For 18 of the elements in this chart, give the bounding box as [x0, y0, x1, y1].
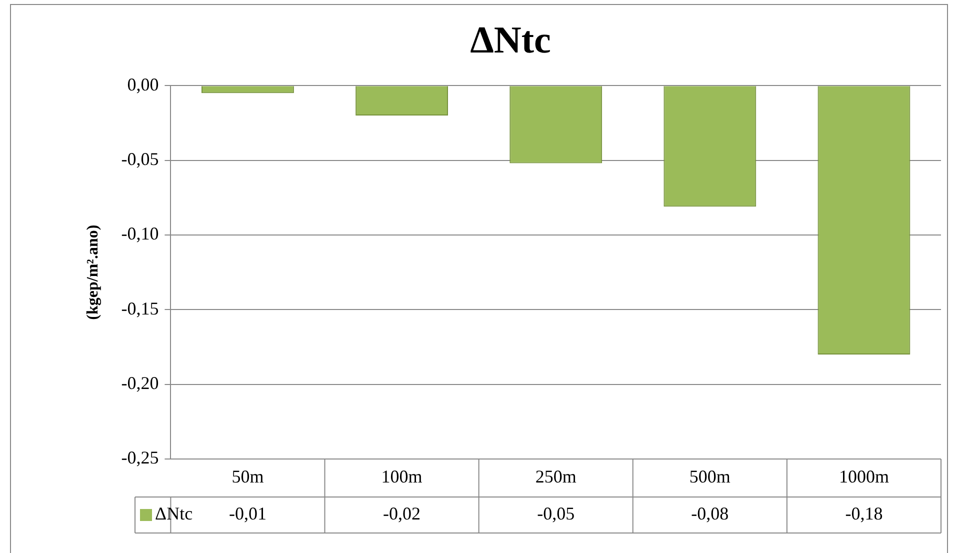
y-tick-label: -0,15: [121, 298, 159, 318]
data-label: -0,08: [691, 504, 729, 524]
x-tick-label: 500m: [689, 466, 730, 487]
y-tick-label: -0,25: [121, 448, 159, 468]
data-label: -0,18: [845, 504, 883, 524]
x-tick-label: 250m: [535, 466, 576, 487]
y-axis-title: (kgep/m².ano): [84, 224, 102, 320]
data-label: -0,05: [537, 504, 575, 524]
x-tick-label: 100m: [381, 466, 422, 487]
x-tick-label: 50m: [232, 466, 264, 487]
chart-title: ΔNtc: [470, 20, 551, 62]
y-tick-label: -0,20: [121, 373, 159, 394]
y-tick-label: 0,00: [127, 74, 159, 94]
x-tick-label: 1000m: [838, 466, 889, 487]
y-tick-label: -0,05: [121, 149, 159, 170]
data-label: -0,01: [228, 504, 266, 524]
data-label: -0,02: [383, 504, 421, 524]
y-tick-label: -0,10: [121, 224, 159, 244]
